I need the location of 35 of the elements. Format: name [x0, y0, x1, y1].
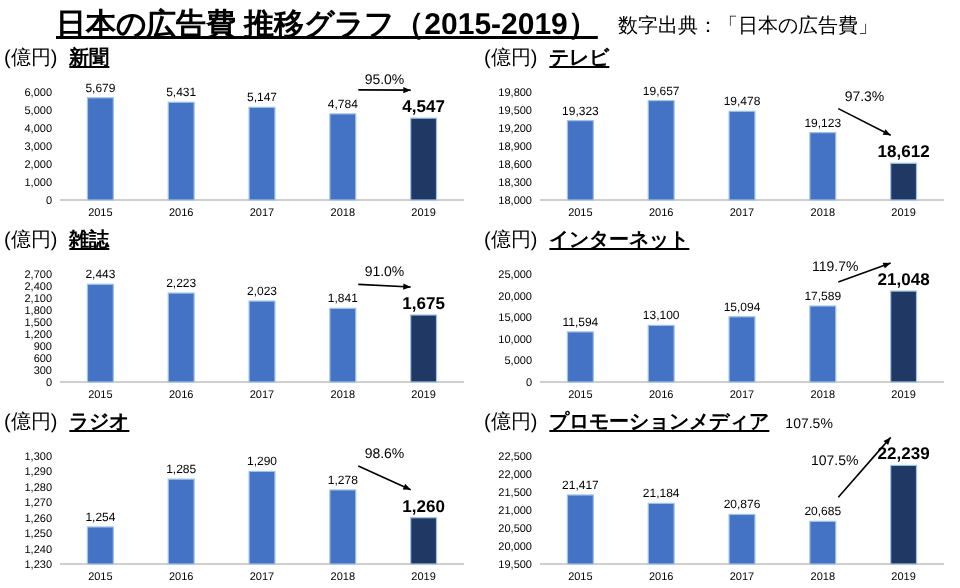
y-axis-title: (億円)	[484, 46, 538, 70]
data-label: 1,675	[402, 293, 446, 313]
data-label: 22,239	[877, 443, 931, 464]
bar	[728, 316, 756, 383]
chart-title: プロモーションメディア	[549, 410, 770, 434]
bar	[329, 307, 357, 383]
bar	[329, 113, 357, 201]
bar	[647, 324, 675, 383]
y-axis-title: (億円)	[4, 410, 58, 434]
y-axis-title: (億円)	[4, 46, 58, 70]
data-label: 4,547	[402, 96, 446, 117]
bar	[167, 101, 195, 201]
bar	[248, 106, 276, 201]
bar	[86, 97, 114, 201]
y-axis-title: (億円)	[484, 410, 538, 434]
data-label: 1,260	[402, 495, 446, 516]
data-label: 18,612	[877, 141, 931, 162]
text: 数字出典：「日本の広告費」	[617, 14, 878, 38]
y-axis-title: (億円)	[4, 228, 58, 252]
chart-title: 新聞	[67, 46, 110, 70]
chart-title: ラジオ	[69, 412, 130, 434]
bar	[890, 290, 918, 383]
text: 日本の広告費 推移グラフ（2015-2019）	[56, 6, 598, 42]
data-label: 21,048	[877, 269, 931, 290]
bar	[248, 300, 276, 383]
chart-title: テレビ	[549, 46, 612, 70]
bar	[410, 314, 438, 383]
y-axis-title: (億円)	[484, 228, 538, 252]
bar	[566, 331, 594, 383]
bar	[167, 292, 195, 383]
bar	[410, 117, 438, 201]
bar	[86, 283, 114, 383]
chart-title: インターネット	[549, 230, 690, 252]
bar	[809, 305, 837, 383]
chart-title: 雑誌	[67, 228, 112, 252]
